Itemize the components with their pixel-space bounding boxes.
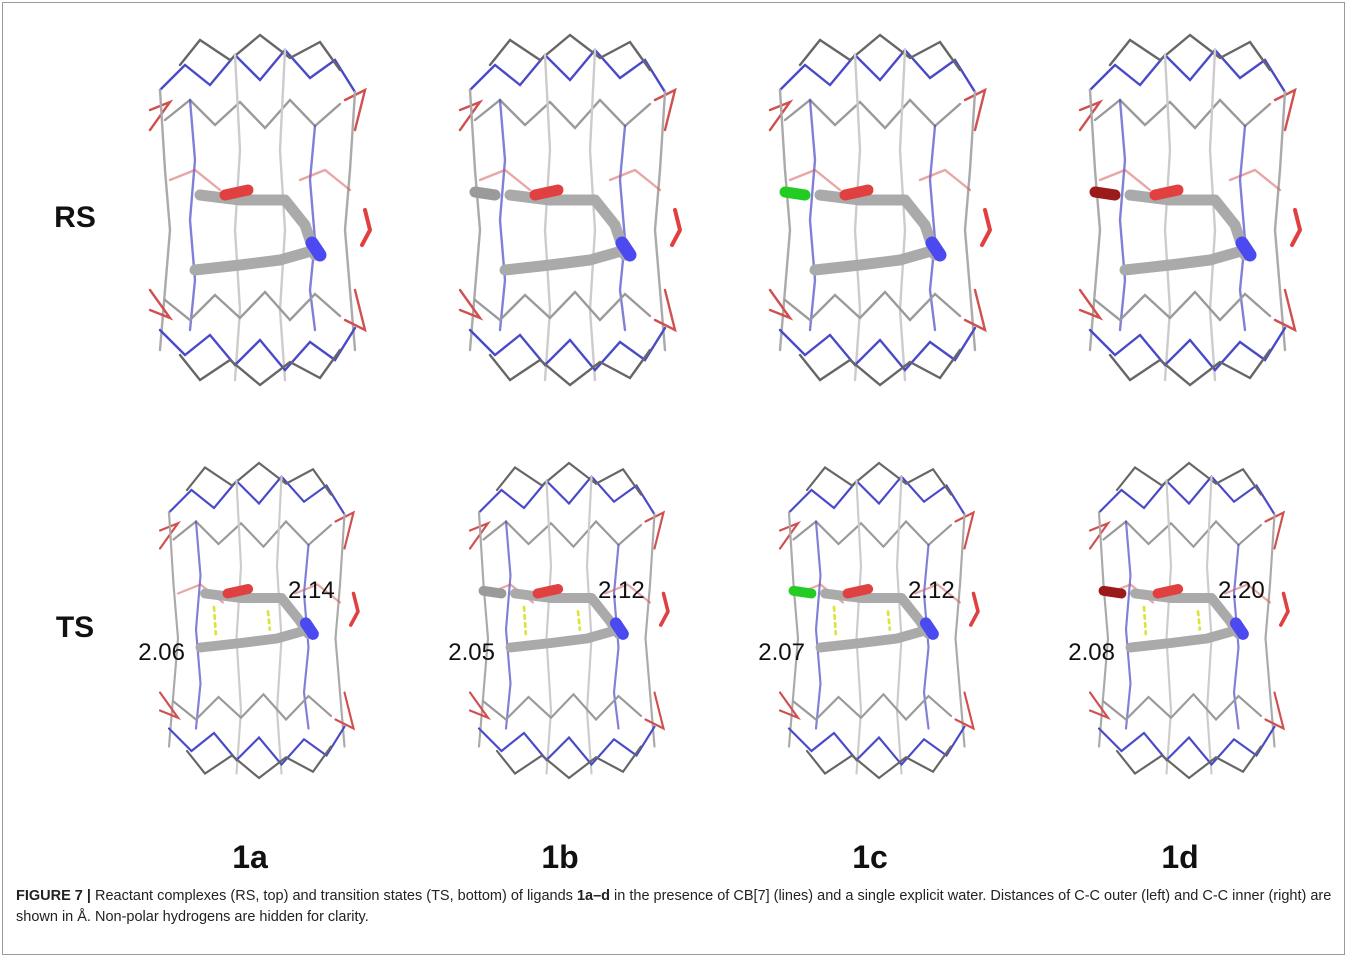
ligand-bond xyxy=(1130,195,1245,255)
ligand-bond xyxy=(845,190,868,195)
ligand-bond xyxy=(578,612,580,630)
ligand-bond xyxy=(1292,210,1300,245)
cage xyxy=(780,463,974,778)
molecule xyxy=(160,463,358,778)
column-label: 1a xyxy=(232,839,268,875)
caption-bold: 1a–d xyxy=(577,888,610,904)
ligand-bond xyxy=(535,190,558,195)
ligand-bond xyxy=(200,195,315,255)
outer-distance: 2.06 xyxy=(138,639,185,666)
ligand-bond xyxy=(834,607,836,634)
ligand-bond xyxy=(1125,250,1245,270)
ligand-bond xyxy=(672,210,680,245)
ligand-bond xyxy=(1155,190,1178,195)
cage xyxy=(1090,463,1284,778)
ligand-bond xyxy=(785,192,805,195)
outer-distance: 2.08 xyxy=(1068,639,1115,666)
cage xyxy=(460,35,675,385)
ligand-bond xyxy=(1242,243,1250,255)
ligand-bond xyxy=(362,210,370,245)
ligand-bond xyxy=(1198,612,1200,630)
ligand-bond xyxy=(982,210,990,245)
cage xyxy=(1080,35,1295,385)
caption-text: Reactant complexes (RS, top) and transit… xyxy=(95,888,577,904)
ligand-bond xyxy=(214,607,216,634)
ligand-bond xyxy=(351,594,358,626)
ligand-bond xyxy=(848,589,869,594)
cage xyxy=(150,35,365,385)
ligand-bond xyxy=(888,612,890,630)
ligand-bond xyxy=(524,607,526,634)
caption: FIGURE 7 | Reactant complexes (RS, top) … xyxy=(16,886,1336,928)
row-label: RS xyxy=(54,201,96,234)
cage xyxy=(470,463,664,778)
cage xyxy=(770,35,985,385)
ligand-bond xyxy=(228,589,249,594)
ligand-bond xyxy=(661,594,668,626)
column-label: 1d xyxy=(1161,839,1198,875)
ligand-bond xyxy=(195,250,315,270)
ligand-bond xyxy=(475,192,495,195)
ligand-bond xyxy=(1158,589,1179,594)
molecule xyxy=(770,35,990,385)
ligand-bond xyxy=(622,243,630,255)
ligand-bond xyxy=(306,623,313,634)
outer-distance: 2.07 xyxy=(758,639,805,666)
ligand-bond xyxy=(926,623,933,634)
ligand-bond xyxy=(268,612,270,630)
molecule xyxy=(150,35,370,385)
page: RS TS 2.06 2.14 1a 2.05 2.12 1b 2.07 2.12 1c 2.08 2.… xyxy=(0,0,1349,959)
molecule xyxy=(470,463,668,778)
cage xyxy=(160,463,354,778)
ligand-bond xyxy=(1281,594,1288,626)
inner-distance: 2.20 xyxy=(1218,577,1265,604)
column-label: 1c xyxy=(852,839,888,875)
ligand-bond xyxy=(932,243,940,255)
outer-distance: 2.05 xyxy=(448,639,495,666)
column-label: 1b xyxy=(541,839,578,875)
inner-distance: 2.12 xyxy=(598,577,645,604)
ligand-bond xyxy=(538,589,559,594)
molecule xyxy=(1080,35,1300,385)
ligand-bond xyxy=(971,594,978,626)
ligand-bond xyxy=(820,195,935,255)
ligand-bond xyxy=(505,250,625,270)
row-label: TS xyxy=(56,611,94,644)
ligand-bond xyxy=(484,591,502,594)
molecule xyxy=(1090,463,1288,778)
figure-label: FIGURE 7 | xyxy=(16,888,91,904)
molecule xyxy=(780,463,978,778)
ligand-bond xyxy=(1095,192,1115,195)
molecule xyxy=(460,35,680,385)
ligand-bond xyxy=(312,243,320,255)
figure: RS TS 2.06 2.14 1a 2.05 2.12 1b 2.07 2.12 1c 2.08 2.… xyxy=(0,0,1349,880)
ligand-bond xyxy=(616,623,623,634)
ligand-bond xyxy=(1236,623,1243,634)
ligand-bond xyxy=(794,591,812,594)
ligand-bond xyxy=(510,195,625,255)
ligand-bond xyxy=(815,250,935,270)
ligand-bond xyxy=(1144,607,1146,634)
ligand-bond xyxy=(1104,591,1122,594)
inner-distance: 2.12 xyxy=(908,577,955,604)
inner-distance: 2.14 xyxy=(288,577,335,604)
ligand-bond xyxy=(225,190,248,195)
